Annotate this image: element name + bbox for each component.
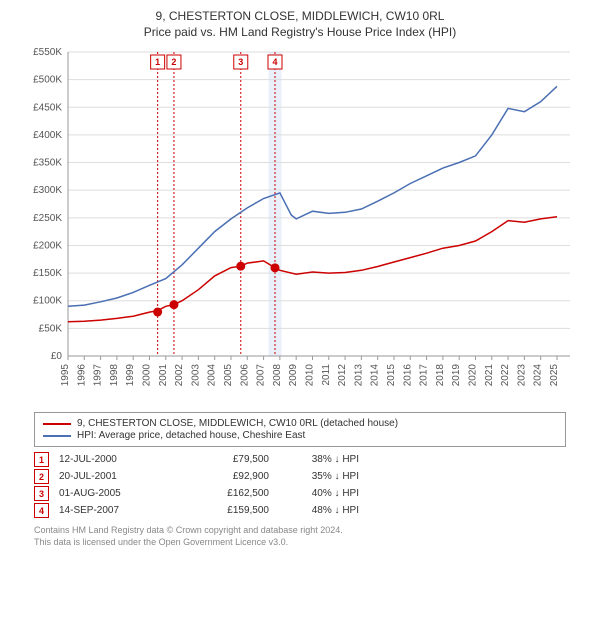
legend-row: 9, CHESTERTON CLOSE, MIDDLEWICH, CW10 0R… bbox=[43, 418, 557, 429]
tx-date: 14-SEP-2007 bbox=[59, 505, 169, 516]
footer-line2: This data is licensed under the Open Gov… bbox=[34, 537, 566, 549]
sale-dot bbox=[154, 308, 162, 316]
x-tick-label: 2024 bbox=[533, 364, 544, 387]
x-tick-label: 2015 bbox=[386, 364, 397, 387]
chart-svg: £0 £50K £100K £150K £200K £250K £300K £350K £400… bbox=[20, 46, 580, 406]
x-tick-label: 2023 bbox=[516, 364, 527, 387]
chart: £0 £50K £100K £150K £200K £250K £300K £350K £400… bbox=[20, 46, 580, 406]
y-tick-label: £0 bbox=[51, 351, 63, 362]
chart-title: 9, CHESTERTON CLOSE, MIDDLEWICH, CW10 0R… bbox=[10, 8, 590, 40]
x-tick-label: 2012 bbox=[337, 364, 348, 387]
transaction-row: 1 12-JUL-2000 £79,500 38% ↓ HPI bbox=[34, 451, 566, 468]
legend: 9, CHESTERTON CLOSE, MIDDLEWICH, CW10 0R… bbox=[34, 412, 566, 447]
x-tick-label: 2004 bbox=[207, 364, 218, 387]
footer: Contains HM Land Registry data © Crown c… bbox=[34, 525, 566, 548]
y-tick-label: £150K bbox=[33, 268, 62, 279]
x-tick-label: 1997 bbox=[93, 364, 104, 387]
transaction-row: 4 14-SEP-2007 £159,500 48% ↓ HPI bbox=[34, 502, 566, 519]
x-tick-label: 2022 bbox=[500, 364, 511, 387]
x-tick-label: 1995 bbox=[60, 364, 71, 387]
legend-swatch bbox=[43, 423, 71, 425]
x-tick-label: 2017 bbox=[419, 364, 430, 387]
sale-marker-num: 1 bbox=[155, 57, 160, 67]
y-tick-label: £400K bbox=[33, 130, 62, 141]
x-tick-label: 2019 bbox=[451, 364, 462, 387]
x-tick-label: 1996 bbox=[76, 364, 87, 387]
y-tick-label: £450K bbox=[33, 103, 62, 114]
legend-label: HPI: Average price, detached house, Ches… bbox=[77, 430, 305, 441]
x-tick-label: 2011 bbox=[321, 364, 332, 386]
x-tick-label: 2006 bbox=[239, 364, 250, 387]
tx-price: £79,500 bbox=[179, 454, 269, 465]
x-tick-label: 2000 bbox=[141, 364, 152, 387]
legend-label: 9, CHESTERTON CLOSE, MIDDLEWICH, CW10 0R… bbox=[77, 418, 398, 429]
transaction-row: 2 20-JUL-2001 £92,900 35% ↓ HPI bbox=[34, 468, 566, 485]
tx-number: 3 bbox=[34, 486, 49, 501]
sale-marker-num: 2 bbox=[171, 57, 176, 67]
series-property bbox=[68, 217, 557, 322]
x-tick-label: 1998 bbox=[109, 364, 120, 387]
x-tick-label: 2009 bbox=[288, 364, 299, 387]
tx-price: £159,500 bbox=[179, 505, 269, 516]
y-tick-label: £50K bbox=[39, 324, 63, 335]
y-tick-label: £550K bbox=[33, 47, 62, 58]
y-tick-label: £350K bbox=[33, 158, 62, 169]
tx-date: 20-JUL-2001 bbox=[59, 471, 169, 482]
tx-diff: 40% ↓ HPI bbox=[279, 488, 359, 499]
footer-line1: Contains HM Land Registry data © Crown c… bbox=[34, 525, 566, 537]
title-line1: 9, CHESTERTON CLOSE, MIDDLEWICH, CW10 0R… bbox=[10, 8, 590, 24]
x-tick-label: 2013 bbox=[353, 364, 364, 387]
x-tick-label: 2008 bbox=[272, 364, 283, 387]
x-tick-label: 2025 bbox=[549, 364, 560, 387]
y-tick-label: £250K bbox=[33, 213, 62, 224]
x-tick-label: 2007 bbox=[256, 364, 267, 387]
y-tick-label: £500K bbox=[33, 75, 62, 86]
x-tick-label: 2003 bbox=[190, 364, 201, 387]
title-line2: Price paid vs. HM Land Registry's House … bbox=[10, 24, 590, 40]
transaction-row: 3 01-AUG-2005 £162,500 40% ↓ HPI bbox=[34, 485, 566, 502]
legend-row: HPI: Average price, detached house, Ches… bbox=[43, 430, 557, 441]
tx-date: 01-AUG-2005 bbox=[59, 488, 169, 499]
x-tick-label: 2016 bbox=[402, 364, 413, 387]
y-tick-label: £300K bbox=[33, 186, 62, 197]
tx-diff: 38% ↓ HPI bbox=[279, 454, 359, 465]
tx-number: 2 bbox=[34, 469, 49, 484]
tx-price: £92,900 bbox=[179, 471, 269, 482]
tx-diff: 35% ↓ HPI bbox=[279, 471, 359, 482]
y-tick-label: £100K bbox=[33, 296, 62, 307]
tx-date: 12-JUL-2000 bbox=[59, 454, 169, 465]
x-tick-label: 2014 bbox=[370, 364, 381, 387]
legend-swatch bbox=[43, 435, 71, 437]
tx-diff: 48% ↓ HPI bbox=[279, 505, 359, 516]
x-tick-label: 2001 bbox=[158, 364, 169, 387]
x-tick-label: 2020 bbox=[467, 364, 478, 387]
sale-marker-num: 4 bbox=[272, 57, 277, 67]
sale-dot bbox=[271, 264, 279, 272]
x-tick-label: 1999 bbox=[125, 364, 136, 387]
transactions-table: 1 12-JUL-2000 £79,500 38% ↓ HPI 2 20-JUL-2001… bbox=[34, 451, 566, 519]
x-tick-label: 2021 bbox=[484, 364, 495, 387]
sale-marker-num: 3 bbox=[238, 57, 243, 67]
y-tick-label: £200K bbox=[33, 241, 62, 252]
x-tick-label: 2002 bbox=[174, 364, 185, 387]
tx-number: 1 bbox=[34, 452, 49, 467]
sale-dot bbox=[170, 301, 178, 309]
x-tick-label: 2018 bbox=[435, 364, 446, 387]
sale-dot bbox=[237, 263, 245, 271]
x-tick-label: 2005 bbox=[223, 364, 234, 387]
x-tick-label: 2010 bbox=[304, 364, 315, 387]
tx-price: £162,500 bbox=[179, 488, 269, 499]
tx-number: 4 bbox=[34, 503, 49, 518]
